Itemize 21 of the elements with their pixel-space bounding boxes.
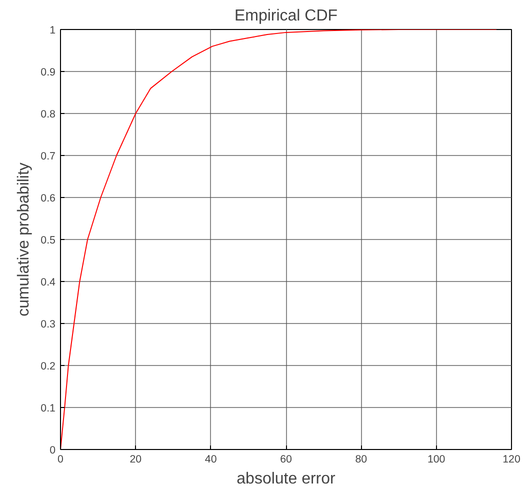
y-tick-label: 0.5 bbox=[40, 234, 56, 246]
y-tick-label: 0.2 bbox=[40, 360, 56, 372]
x-tick-label: 60 bbox=[280, 454, 292, 466]
x-tick-label: 120 bbox=[502, 454, 520, 466]
y-tick-label: 0.4 bbox=[40, 276, 56, 288]
y-tick-label: 0.1 bbox=[40, 402, 56, 414]
x-tick-label: 100 bbox=[427, 454, 446, 466]
x-tick-label: 0 bbox=[58, 454, 64, 466]
x-axis-title: absolute error bbox=[236, 470, 336, 488]
x-tick-label: 40 bbox=[204, 454, 217, 466]
y-tick-label: 0 bbox=[50, 444, 56, 456]
x-tick-label: 20 bbox=[130, 454, 142, 466]
y-tick-label: 0.6 bbox=[40, 192, 56, 204]
x-tick-label: 80 bbox=[355, 454, 368, 466]
y-axis-title: cumulative probability bbox=[16, 162, 33, 316]
y-tick-label: 0.9 bbox=[40, 66, 56, 78]
chart-title: Empirical CDF bbox=[234, 8, 338, 24]
y-tick-label: 0.8 bbox=[40, 108, 56, 120]
y-tick-label: 1 bbox=[50, 24, 56, 36]
y-tick-label: 0.7 bbox=[40, 150, 56, 162]
y-tick-label: 0.3 bbox=[40, 318, 56, 330]
